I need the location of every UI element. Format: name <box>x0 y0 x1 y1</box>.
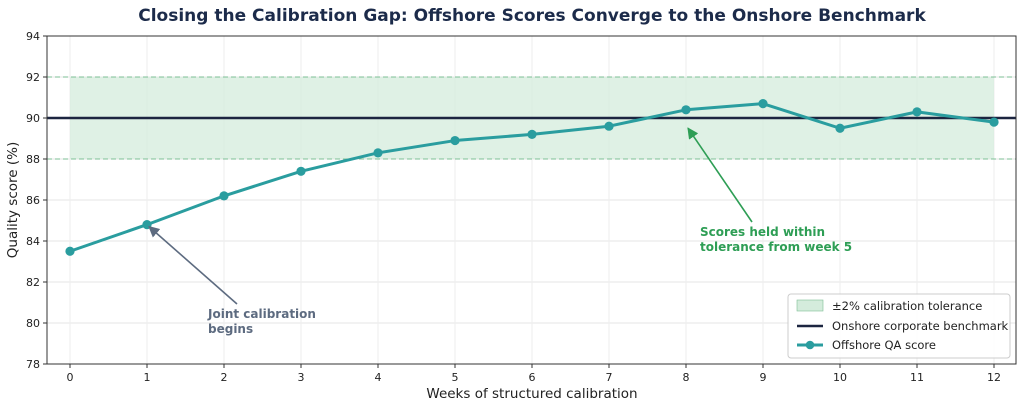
data-point <box>65 246 75 256</box>
x-tick-label: 12 <box>987 371 1001 384</box>
data-point <box>373 148 383 158</box>
data-point <box>296 166 306 176</box>
y-tick-label: 82 <box>26 276 40 289</box>
y-tick-label: 78 <box>26 358 40 371</box>
annotation-line: begins <box>208 322 253 336</box>
y-tick-label: 86 <box>26 194 40 207</box>
x-tick-label: 8 <box>683 371 690 384</box>
chart-title: Closing the Calibration Gap: Offshore Sc… <box>138 6 926 26</box>
legend-swatch-marker <box>805 340 815 350</box>
annotation-arrow <box>687 127 753 223</box>
legend-label-band: ±2% calibration tolerance <box>832 299 982 313</box>
annotation-line: Scores held within <box>700 225 825 239</box>
legend-label-benchmark: Onshore corporate benchmark <box>832 319 1009 333</box>
x-tick-label: 0 <box>67 371 74 384</box>
x-tick-label: 3 <box>298 371 305 384</box>
data-point <box>989 117 999 127</box>
annotation-text: Joint calibration begins <box>207 307 316 336</box>
x-tick-label: 6 <box>529 371 536 384</box>
y-tick-label: 84 <box>26 235 40 248</box>
y-tick-label: 94 <box>26 30 40 43</box>
legend: ±2% calibration tolerance Onshore corpora… <box>787 293 1011 359</box>
data-point <box>835 123 845 133</box>
series-layer <box>65 99 999 256</box>
x-tick-label: 9 <box>760 371 767 384</box>
data-point <box>912 107 922 117</box>
x-tick-label: 1 <box>144 371 151 384</box>
y-tick-label: 80 <box>26 317 40 330</box>
annotations: Joint calibration begins Scores held withi… <box>148 127 852 336</box>
y-tick-label: 88 <box>26 153 40 166</box>
data-point <box>219 191 229 201</box>
data-point <box>758 99 768 109</box>
x-tick-label: 5 <box>452 371 459 384</box>
y-axis-label: Quality score (%) <box>5 142 21 258</box>
data-point <box>450 135 460 146</box>
data-point <box>527 129 537 139</box>
annotation-line: tolerance from week 5 <box>700 240 852 254</box>
x-tick-label: 11 <box>910 371 924 384</box>
legend-label-series: Offshore QA score <box>832 338 936 352</box>
y-tick-label: 92 <box>26 71 40 84</box>
x-tick-label: 7 <box>606 371 613 384</box>
x-tick-label: 4 <box>375 371 382 384</box>
data-point <box>681 105 691 115</box>
annotation-arrow <box>148 225 238 305</box>
x-axis-label: Weeks of structured calibration <box>426 386 637 402</box>
x-tick-label: 2 <box>221 371 228 384</box>
annotation-text: Scores held within tolerance from week 5 <box>700 225 852 254</box>
data-point <box>604 121 614 131</box>
y-tick-label: 90 <box>26 112 40 125</box>
x-tick-label: 10 <box>833 371 847 384</box>
annotation-line: Joint calibration <box>207 307 316 321</box>
legend-swatch-band <box>796 299 824 312</box>
legend-box <box>787 293 1011 359</box>
